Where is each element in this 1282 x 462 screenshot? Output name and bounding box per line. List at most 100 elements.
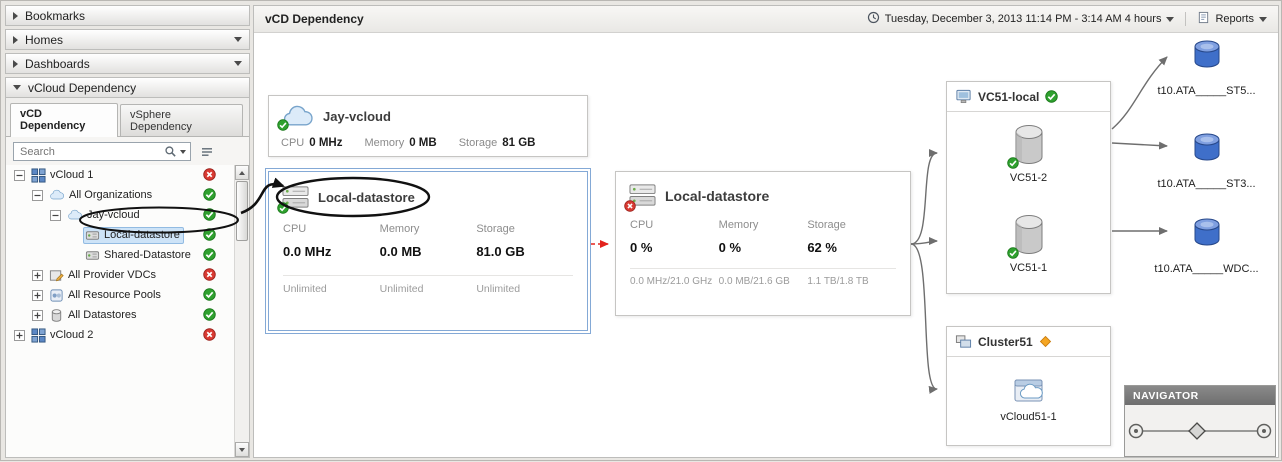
group-vc51-local[interactable]: VC51-local VC51-2 VC51-1 [946,81,1111,294]
disk-icon [1190,39,1224,69]
node-label: VC51-1 [1009,262,1048,274]
tree-item-all-datastores[interactable]: All Datastores [6,305,234,325]
main-panel: vCD Dependency Tuesday, December 3, 2013… [253,5,1279,458]
stat-label: Memory [364,137,405,149]
node-label: VC51-2 [1009,172,1048,184]
tree-item-jay-vcloud[interactable]: Jay-vcloud [6,205,234,225]
time-range-label[interactable]: Tuesday, December 3, 2013 11:14 PM - 3:1… [884,13,1162,25]
node-disk-st3[interactable]: t10.ATA_____ST3... [1144,132,1269,190]
datastore-icon [281,184,310,211]
expand-icon[interactable] [32,310,43,321]
panel-bookmarks-header[interactable]: Bookmarks [5,5,250,26]
status-ok-icon [203,248,216,261]
expand-icon[interactable] [32,290,43,301]
status-ok-icon [203,188,216,201]
panel-label: Homes [25,32,64,47]
view-options-icon[interactable] [197,142,217,161]
dependency-canvas: Jay-vcloud CPU 0 MHz Memory 0 MB Storage… [254,33,1278,457]
node-vc51-1[interactable]: VC51-1 [947,214,1110,274]
panel-menu-caret-icon[interactable] [234,61,242,66]
status-ok-icon [1007,247,1019,259]
metric-label: CPU [283,223,307,235]
node-vcloud51-1[interactable]: vCloud51-1 [947,371,1110,423]
tree-item-all-resource-pools[interactable]: All Resource Pools [6,285,234,305]
tab-bar: vCD Dependency vSphere Dependency [6,98,249,137]
metric-sub: Unlimited [283,283,327,295]
status-ok-icon [1007,157,1019,169]
tree-item-all-organizations[interactable]: All Organizations [6,185,234,205]
metric-value: 0 % [718,240,742,255]
collapse-icon[interactable] [14,170,25,181]
tree-item-all-provider-vdcs[interactable]: All Provider VDCs [6,265,234,285]
scroll-up-button[interactable] [235,165,249,180]
scrollbar-thumb[interactable] [236,181,248,241]
search-input[interactable] [18,144,164,159]
status-error-icon [203,168,216,181]
disk-icon [1190,217,1224,247]
tree-item-vcloud-1[interactable]: vCloud 1 [6,165,234,185]
panel-dashboards-header[interactable]: Dashboards [5,53,250,74]
group-cluster51[interactable]: Cluster51 vCloud51-1 [946,326,1111,446]
stat-label: Storage [458,137,498,149]
resource-pool-icon [49,288,64,303]
node-vc51-2[interactable]: VC51-2 [947,124,1110,184]
tree-item-vcloud-2[interactable]: vCloud 2 [6,325,234,345]
scroll-down-button[interactable] [235,442,249,457]
tab-vcd-dependency[interactable]: vCD Dependency [10,103,119,137]
disk-icon [1190,132,1224,162]
expand-icon[interactable] [14,330,25,341]
navigator-panel: NAVIGATOR [1124,385,1276,457]
metric-value: 0.0 MHz [283,244,332,259]
zoom-slider[interactable] [1125,411,1275,451]
tree-item-shared-datastore[interactable]: Shared-Datastore [6,245,234,265]
search-icon[interactable] [164,145,177,158]
status-error-icon [203,268,216,281]
node-title: Jay-vcloud [323,109,391,124]
tree-item-label: Shared-Datastore [104,249,191,261]
resource-tree: vCloud 1 All Organizations J [6,165,234,457]
node-title: Local-datastore [318,190,415,205]
datastore-icon [628,182,657,209]
reports-button[interactable]: Reports [1215,13,1254,25]
metric-label: Storage [476,223,515,235]
metric-value: 0 % [630,240,653,255]
vapp-icon [1011,371,1047,405]
datastore-icon [85,228,100,243]
node-label: t10.ATA_____WDC... [1154,263,1259,275]
vcloud-grid-icon [31,328,46,343]
tab-vsphere-dependency[interactable]: vSphere Dependency [120,104,243,136]
metric-sub: Unlimited [476,283,521,295]
panel-menu-caret-icon[interactable] [234,37,242,42]
expand-icon[interactable] [32,270,43,281]
node-local-datastore-vsphere[interactable]: Local-datastore CPU 0 % Memory 0 % Stora… [615,171,911,316]
status-warning-icon [1039,335,1052,348]
metric-label: CPU [630,219,654,231]
panel-label: vCloud Dependency [28,80,137,95]
metric-value: 0.0 MB [379,244,422,259]
status-ok-icon [203,308,216,321]
chevron-right-icon [13,35,18,44]
search-options-caret-icon[interactable] [180,149,186,154]
collapse-icon[interactable] [32,190,43,201]
node-disk-wdc[interactable]: t10.ATA_____WDC... [1144,217,1269,275]
node-jay-vcloud[interactable]: Jay-vcloud CPU 0 MHz Memory 0 MB Storage… [268,95,588,157]
tree-item-label: All Datastores [68,309,137,321]
panel-homes-header[interactable]: Homes [5,29,250,50]
main-header: vCD Dependency Tuesday, December 3, 2013… [254,6,1278,33]
status-ok-icon [203,208,216,221]
node-local-datastore-vcd[interactable]: Local-datastore CPU 0.0 MHz Memory 0.0 M… [265,168,591,334]
tree-scrollbar[interactable] [234,165,249,457]
reports-caret-icon[interactable] [1259,16,1267,22]
collapse-icon[interactable] [50,210,61,221]
stat-value: 0 MHz [309,137,343,149]
tree-item-local-datastore[interactable]: Local-datastore [6,225,234,245]
panel-label: Dashboards [25,56,90,71]
node-disk-st5[interactable]: t10.ATA_____ST5... [1144,39,1269,97]
search-box [13,142,191,161]
time-range-caret-icon[interactable] [1166,16,1175,22]
metric-sub: 1.1 TB/1.8 TB [807,276,869,287]
node-stats: CPU 0 MHz Memory 0 MB Storage 81 GB [269,130,587,149]
tree-item-label: All Organizations [69,189,153,201]
panel-vcloud-dependency-header[interactable]: vCloud Dependency [5,77,250,98]
expander-spacer [68,250,79,261]
